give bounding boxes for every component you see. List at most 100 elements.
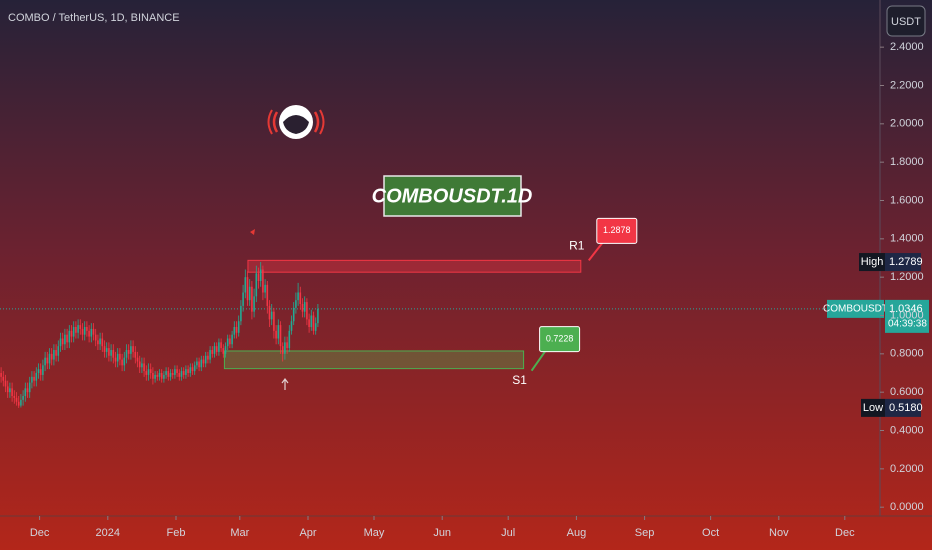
candle-body [105, 348, 108, 352]
candle-body [235, 327, 238, 333]
candle-body [138, 361, 141, 368]
last-value-tag [885, 299, 929, 333]
candle-body [200, 359, 203, 368]
candle-body [121, 359, 123, 366]
candle-body [112, 350, 115, 358]
marker-arrow [250, 229, 255, 235]
candle-body [246, 277, 249, 301]
candle-body [303, 302, 306, 312]
logo [267, 105, 325, 139]
candle-body [163, 374, 165, 379]
candle-body [9, 388, 11, 393]
candle-body [110, 350, 112, 356]
candle-body [97, 340, 99, 345]
candle-body [253, 296, 255, 312]
candle-body [83, 327, 86, 335]
y-tick-label: 1.4000 [890, 233, 924, 245]
low-tag [861, 398, 885, 417]
currency-label[interactable]: USDT [891, 16, 921, 28]
currency-button[interactable] [886, 5, 926, 37]
candle-body [79, 325, 82, 329]
candle-body [156, 374, 159, 377]
candle-body [0, 373, 2, 377]
zone-name: S1 [512, 373, 527, 387]
candle-body [116, 353, 119, 362]
candle-body [11, 388, 13, 397]
candle-body [244, 277, 247, 293]
y-tick-label: 0.6000 [890, 386, 924, 398]
candle-body [207, 355, 209, 360]
candle-body [268, 305, 271, 320]
candle-body [48, 353, 51, 364]
candle-body [284, 342, 286, 354]
callout-label: 1.2878 [603, 225, 631, 235]
candle-body [255, 273, 258, 297]
candle-body [222, 348, 225, 354]
candle-body [37, 369, 40, 374]
candle-body [72, 327, 75, 337]
candle-body [70, 330, 73, 337]
candle-body [152, 373, 154, 379]
candle-body [24, 388, 27, 397]
candle-body [286, 342, 288, 349]
y-tick-label: 0.4000 [890, 424, 924, 436]
candle-body [281, 346, 284, 354]
candle-body [211, 350, 214, 354]
candle-body [193, 365, 196, 372]
candle-body [134, 351, 137, 358]
candle-body [141, 363, 143, 368]
low-value: 0.5180 [889, 402, 923, 414]
candle-body [237, 321, 240, 333]
candle-body [53, 350, 55, 360]
candle-body [224, 346, 227, 354]
candle-body [266, 284, 269, 306]
candle-body [88, 330, 90, 337]
candle-body [215, 346, 218, 352]
candle-body [75, 327, 77, 333]
candle-body [242, 292, 244, 306]
candle-body [92, 328, 95, 335]
candle-body [68, 330, 71, 343]
candle-body [174, 369, 176, 375]
candle-body [119, 353, 121, 360]
candle-body [220, 342, 222, 349]
callout-pointer [530, 350, 547, 372]
candle-body [114, 357, 117, 362]
x-tick-label: 2024 [96, 527, 120, 539]
candle-body [262, 269, 264, 293]
candle-body [231, 334, 233, 345]
candle-body [108, 348, 110, 356]
candle-body [57, 346, 60, 356]
candle-body [81, 328, 84, 335]
x-tick-label: May [364, 527, 385, 539]
symbol-tag [827, 299, 884, 318]
candle-body [64, 334, 66, 345]
y-tick-label: 2.2000 [890, 79, 924, 91]
candle-body [209, 350, 211, 360]
candle-body [301, 304, 304, 312]
candle-body [42, 365, 44, 375]
x-tick-label: Aug [567, 527, 587, 539]
candle-body [226, 338, 229, 347]
candle-body [169, 373, 172, 377]
candle-body [46, 357, 49, 364]
candle-body [39, 369, 42, 375]
symbol-tag-label: COMBOUSDT [823, 304, 888, 315]
candle-body [264, 284, 266, 293]
candle-body [259, 269, 262, 282]
high-label: High [861, 256, 884, 268]
zone [247, 259, 582, 273]
candle-body [31, 376, 33, 383]
chart-title: COMBO / TetherUS, 1D, BINANCE [8, 12, 180, 24]
candle-body [185, 369, 187, 375]
candle-body [61, 338, 64, 345]
candle-body [248, 286, 251, 301]
y-tick-label: 1.8000 [890, 156, 924, 168]
symbol-box [383, 175, 522, 217]
high-tag [859, 253, 885, 272]
x-tick-label: Nov [769, 527, 789, 539]
last-value: 1.0346 [889, 303, 923, 315]
candle-body [77, 325, 79, 333]
